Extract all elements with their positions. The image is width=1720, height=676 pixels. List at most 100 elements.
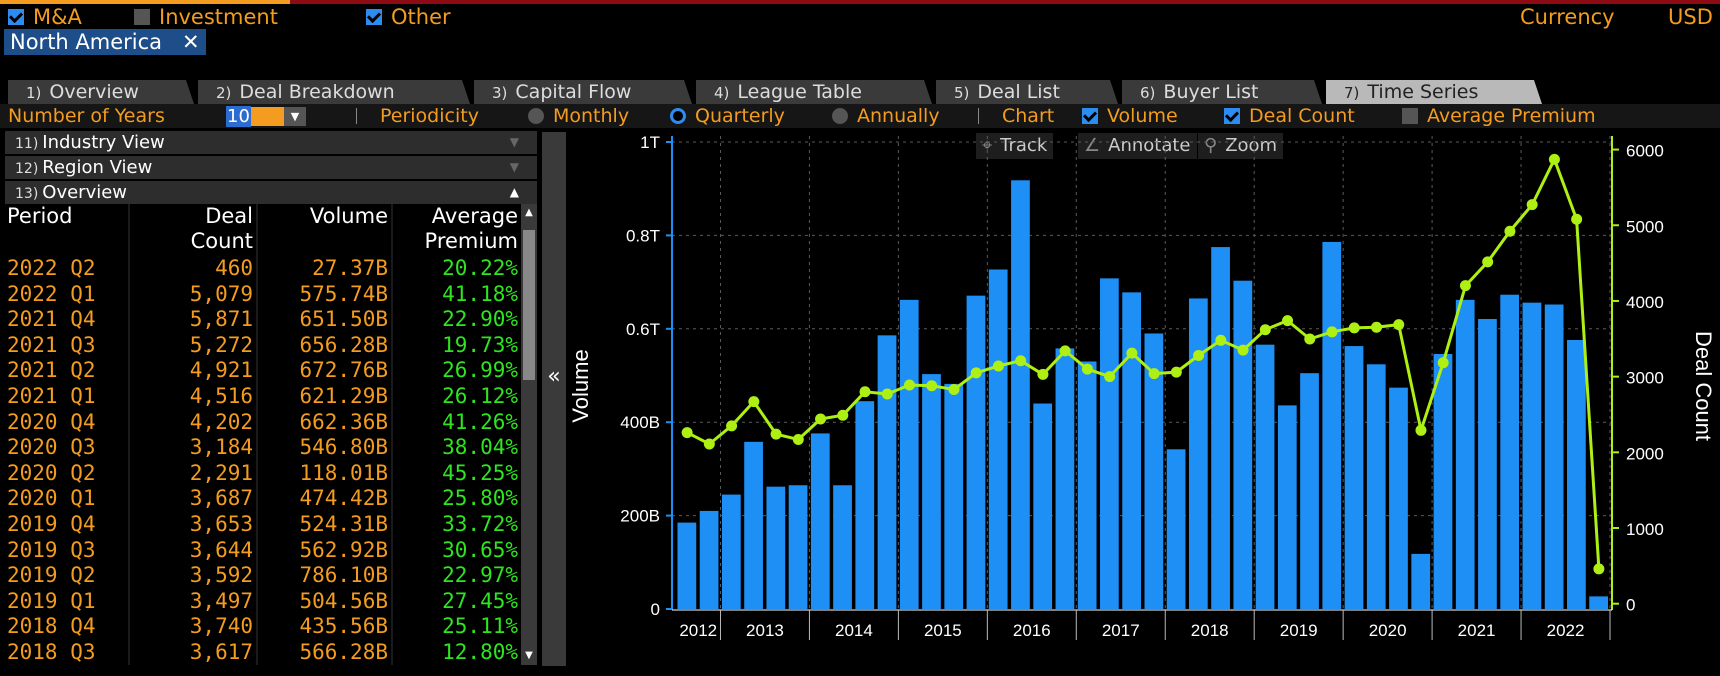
table-row[interactable]: 2018 Q4 3,740 435.56B 25.11% bbox=[5, 614, 521, 640]
table-row[interactable]: 2019 Q2 3,592 786.10B 22.97% bbox=[5, 563, 521, 589]
volume-bar[interactable] bbox=[966, 295, 986, 609]
table-row[interactable]: 2020 Q4 4,202 662.36B 41.26% bbox=[5, 409, 521, 436]
deal-count-point[interactable] bbox=[948, 384, 960, 396]
zoom-button[interactable]: ⚲ Zoom bbox=[1198, 133, 1284, 159]
deal-count-point[interactable] bbox=[1259, 324, 1271, 336]
table-row[interactable]: 2020 Q2 2,291 118.01B 45.25% bbox=[5, 460, 521, 487]
average-premium-checkbox[interactable] bbox=[1402, 108, 1418, 124]
chevron-down-icon[interactable]: ▼ bbox=[509, 160, 519, 174]
deal-count-point[interactable] bbox=[1348, 322, 1360, 334]
volume-bar[interactable] bbox=[1411, 553, 1431, 609]
section-overview[interactable]: 13) Overview ▲ bbox=[5, 181, 537, 204]
volume-bar[interactable] bbox=[1500, 294, 1520, 609]
volume-bar[interactable] bbox=[699, 510, 719, 609]
table-row[interactable]: 2021 Q2 4,921 672.76B 26.99% bbox=[5, 358, 521, 384]
years-select[interactable]: 10 ▼ bbox=[226, 106, 306, 127]
volume-bar[interactable] bbox=[899, 299, 919, 609]
tab-deal-breakdown[interactable]: 2) Deal Breakdown bbox=[198, 80, 470, 104]
deal-count-point[interactable] bbox=[1526, 199, 1538, 211]
chevron-down-icon[interactable]: ▼ bbox=[284, 107, 306, 126]
deal-count-point[interactable] bbox=[1304, 333, 1316, 345]
volume-bar[interactable] bbox=[1077, 361, 1097, 609]
volume-bar[interactable] bbox=[1544, 304, 1564, 609]
deal-count-point[interactable] bbox=[815, 413, 827, 425]
volume-bar[interactable] bbox=[1589, 596, 1608, 609]
filter-ma[interactable]: M&A bbox=[8, 4, 82, 30]
tab-capital-flow[interactable]: 3) Capital Flow bbox=[474, 80, 692, 104]
volume-bar[interactable] bbox=[1255, 344, 1275, 609]
table-row[interactable]: 2021 Q1 4,516 621.29B 26.12% bbox=[5, 384, 521, 410]
tab-deal-list[interactable]: 5) Deal List bbox=[936, 80, 1118, 104]
chevron-down-icon[interactable]: ▼ bbox=[509, 135, 519, 149]
close-icon[interactable]: ✕ bbox=[182, 30, 200, 54]
volume-bar[interactable] bbox=[677, 522, 697, 609]
table-row[interactable]: 2020 Q3 3,184 546.80B 38.04% bbox=[5, 435, 521, 461]
other-checkbox[interactable] bbox=[366, 9, 382, 25]
volume-bar[interactable] bbox=[1122, 292, 1141, 609]
deal-count-point[interactable] bbox=[1170, 366, 1182, 378]
volume-bar[interactable] bbox=[1011, 180, 1030, 609]
deal-count-point[interactable] bbox=[1126, 347, 1138, 359]
deal-count-point[interactable] bbox=[703, 438, 715, 450]
deal-count-point[interactable] bbox=[1371, 321, 1382, 333]
filter-investment[interactable]: Investment bbox=[134, 4, 278, 30]
annotate-button[interactable]: ∠ Annotate bbox=[1078, 133, 1197, 159]
volume-bar[interactable] bbox=[1166, 449, 1186, 609]
tab-overview[interactable]: 1) Overview bbox=[8, 80, 194, 104]
deal-count-point[interactable] bbox=[970, 367, 982, 379]
volume-bar[interactable] bbox=[877, 335, 897, 609]
volume-bar[interactable] bbox=[922, 374, 941, 609]
table-row[interactable]: 2018 Q3 3,617 566.28B 12.80% bbox=[5, 640, 521, 665]
filter-other[interactable]: Other bbox=[366, 4, 451, 30]
deal-count-point[interactable] bbox=[748, 396, 760, 408]
table-row[interactable]: 2021 Q4 5,871 651.50B 22.90% bbox=[5, 307, 521, 333]
volume-bar[interactable] bbox=[1478, 318, 1497, 609]
chevron-up-icon[interactable]: ▲ bbox=[509, 185, 519, 199]
toggle-volume[interactable]: Volume bbox=[1082, 104, 1178, 128]
volume-bar[interactable] bbox=[1233, 280, 1253, 609]
deal-count-point[interactable] bbox=[1148, 368, 1160, 380]
header-period[interactable]: Period bbox=[5, 204, 128, 256]
volume-bar[interactable] bbox=[1366, 364, 1386, 609]
deal-count-point[interactable] bbox=[1104, 371, 1116, 383]
header-average-premium[interactable]: Average Premium bbox=[391, 204, 521, 256]
investment-checkbox[interactable] bbox=[134, 9, 150, 25]
table-row[interactable]: 2022 Q2 460 27.37B 20.22% bbox=[5, 256, 521, 282]
currency-value[interactable]: USD bbox=[1668, 5, 1713, 29]
volume-bar[interactable] bbox=[1300, 373, 1319, 609]
volume-bar[interactable] bbox=[1211, 247, 1230, 609]
deal-count-point[interactable] bbox=[1215, 334, 1227, 346]
header-volume[interactable]: Volume bbox=[256, 204, 391, 256]
volume-bar[interactable] bbox=[1567, 340, 1586, 609]
deal-count-point[interactable] bbox=[992, 360, 1004, 372]
volume-bar[interactable] bbox=[721, 494, 741, 609]
table-row[interactable]: 2019 Q3 3,644 562.92B 30.65% bbox=[5, 537, 521, 564]
tab-buyer-list[interactable]: 6) Buyer List bbox=[1122, 80, 1322, 104]
deal-count-point[interactable] bbox=[1437, 357, 1449, 369]
deal-count-point[interactable] bbox=[1548, 153, 1560, 165]
scroll-up-icon[interactable]: ▲ bbox=[525, 207, 533, 218]
deal-count-point[interactable] bbox=[1459, 280, 1471, 292]
radio-quarterly[interactable]: Quarterly bbox=[670, 104, 785, 128]
volume-bar[interactable] bbox=[1344, 346, 1364, 609]
deal-count-point[interactable] bbox=[837, 409, 849, 421]
deal-count-checkbox[interactable] bbox=[1224, 108, 1240, 124]
deal-count-point[interactable] bbox=[1015, 355, 1027, 367]
table-row[interactable]: 2021 Q3 5,272 656.28B 19.73% bbox=[5, 332, 521, 359]
toggle-average-premium[interactable]: Average Premium bbox=[1402, 104, 1596, 128]
section-region-view[interactable]: 12) Region View ▼ bbox=[5, 156, 537, 179]
volume-bar[interactable] bbox=[1433, 354, 1453, 609]
volume-bar[interactable] bbox=[988, 269, 1008, 609]
ma-checkbox[interactable] bbox=[8, 9, 24, 25]
deal-count-point[interactable] bbox=[1081, 363, 1093, 375]
volume-bar[interactable] bbox=[1277, 405, 1297, 609]
table-row[interactable]: 2019 Q1 3,497 504.56B 27.45% bbox=[5, 588, 521, 615]
deal-count-point[interactable] bbox=[1593, 563, 1605, 575]
table-row[interactable]: 2019 Q4 3,653 524.31B 33.72% bbox=[5, 512, 521, 538]
volume-bar[interactable] bbox=[833, 485, 852, 609]
tab-time-series[interactable]: 7) Time Series bbox=[1326, 80, 1542, 104]
table-row[interactable]: 2020 Q1 3,687 474.42B 25.80% bbox=[5, 486, 521, 512]
volume-bar[interactable] bbox=[1188, 298, 1208, 609]
deal-count-point[interactable] bbox=[792, 433, 804, 445]
volume-bar[interactable] bbox=[744, 441, 763, 609]
